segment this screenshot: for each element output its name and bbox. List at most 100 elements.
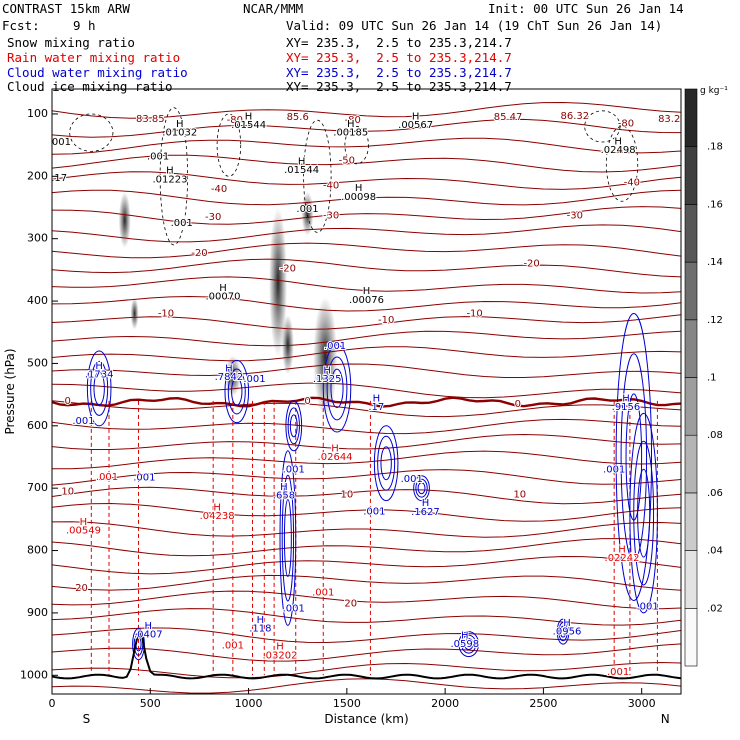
rain-contour-label: .001 xyxy=(96,472,118,483)
valid-time: Valid: 09 UTC Sun 26 Jan 14 (19 ChT Sun … xyxy=(286,18,663,33)
cloud-water-contour-line xyxy=(287,407,300,445)
isotherm-line xyxy=(52,189,681,206)
shaded-plume xyxy=(130,297,139,330)
snow-max-value: .01544 xyxy=(284,165,319,176)
cloud-water-contour-line xyxy=(322,344,352,433)
init-time: Init: 00 UTC Sun 26 Jan 14 xyxy=(488,1,684,16)
cloud-water-contour-line xyxy=(281,474,295,602)
cloud-water-contour-label: .001 xyxy=(603,464,625,475)
cloud-water-contour-line xyxy=(326,356,348,421)
isotherm-max-label: 85.47 xyxy=(494,112,523,123)
cloud-water-max-value: .7842 xyxy=(215,372,244,383)
colorbar-swatch xyxy=(684,319,698,378)
isotherm-line xyxy=(52,330,681,347)
cloud-water-contour-label: .001 xyxy=(133,473,155,484)
snow-contour-label: .117 xyxy=(45,173,67,184)
snow-max-marker: H xyxy=(355,183,363,194)
field-cloudwater-xy: XY= 235.3, 2.5 to 235.3,214.7 xyxy=(286,65,512,80)
y-axis-title: Pressure (hPa) xyxy=(3,348,17,434)
cloud-water-max-value: .1627 xyxy=(411,507,440,518)
cloud-water-contour-label: .001 xyxy=(243,374,265,385)
snow-contour-line xyxy=(69,113,114,152)
y-tick-label: 500 xyxy=(27,356,48,369)
y-tick-label: 400 xyxy=(27,294,48,307)
cloud-water-contour-line xyxy=(90,360,109,416)
freezing-level-line xyxy=(52,396,681,408)
colorbar-swatch xyxy=(684,550,698,609)
chart-title: CONTRAST 15km ARW xyxy=(2,1,130,16)
cloud-water-max-marker: H xyxy=(95,361,103,372)
shaded-plume xyxy=(281,314,294,375)
cloud-water-contour-line xyxy=(620,353,648,561)
field-rain-name: Rain water mixing ratio xyxy=(7,50,181,65)
cloud-water-max-value: .0956 xyxy=(553,627,582,638)
y-tick-label: 200 xyxy=(27,169,48,182)
field-rain-xy: XY= 235.3, 2.5 to 235.3,214.7 xyxy=(286,50,512,65)
cloud-water-max-marker: H xyxy=(422,498,430,509)
isotherm-line xyxy=(52,101,681,119)
cloud-water-contour-label: .001 xyxy=(401,474,423,485)
cloud-water-contour-line xyxy=(463,638,474,651)
isotherm-line xyxy=(52,450,681,470)
cloud-water-contour-line xyxy=(285,400,303,452)
y-tick-label: 600 xyxy=(27,419,48,432)
isotherm-line xyxy=(52,661,681,679)
isotherm-max-label: 85.6 xyxy=(287,112,309,123)
isotherm-label: -40 xyxy=(323,181,339,192)
isotherm-line xyxy=(52,118,681,138)
rain-contour-label: .001 xyxy=(607,667,629,678)
cloud-water-contour-line xyxy=(633,440,655,586)
x-end-label-s: S xyxy=(83,712,91,726)
snow-contour-label: .001 xyxy=(49,137,71,148)
isotherm-line xyxy=(52,555,681,575)
isotherm-max-label: 83.85 xyxy=(136,114,165,125)
cloud-water-max-value: .118 xyxy=(249,624,271,635)
cloud-water-contour-label: .001 xyxy=(283,604,305,615)
x-axis-title: Distance (km) xyxy=(324,712,408,726)
isotherm-line xyxy=(52,502,681,522)
y-tick-label: 1000 xyxy=(20,668,48,681)
isotherm-line xyxy=(52,295,681,312)
isotherm-label: 0 xyxy=(65,396,71,407)
snow-max-value: .01544 xyxy=(231,120,266,131)
cloud-water-contour-line xyxy=(373,425,399,502)
field-snow-name: Snow mixing ratio xyxy=(7,35,135,50)
rain-max-marker: H xyxy=(213,503,221,514)
isotherm-max-label: 86.32 xyxy=(561,111,590,122)
cloud-water-contour-label: .001 xyxy=(363,506,385,517)
cloud-water-max-marker: H xyxy=(461,630,469,641)
shaded-plume xyxy=(118,191,131,248)
colorbar-tick-label: .14 xyxy=(707,257,723,268)
rain-max-value: .02644 xyxy=(318,452,353,463)
isotherm-line xyxy=(52,643,681,662)
y-tick-label: 100 xyxy=(27,107,48,120)
field-cloudice-name: Cloud ice mixing ratio xyxy=(7,79,173,94)
isotherm-line xyxy=(52,382,681,399)
x-end-label-n: N xyxy=(661,712,670,726)
isotherm-label: 10 xyxy=(513,489,526,500)
isotherm-label: -30 xyxy=(205,212,221,223)
isotherm-label: 20 xyxy=(75,583,88,594)
plot-frame xyxy=(51,88,682,695)
snow-max-value: .00098 xyxy=(341,192,376,203)
cloud-water-contour-label: .001 xyxy=(72,416,94,427)
cloud-water-max-value: .1325 xyxy=(313,374,342,385)
rain-max-value: .02242 xyxy=(605,553,640,564)
colorbar-tick-label: .16 xyxy=(707,199,723,210)
isotherm-line xyxy=(52,242,681,259)
x-tick-label: 3000 xyxy=(628,697,656,710)
snow-max-value: .00076 xyxy=(349,295,384,306)
colorbar-tick-label: .18 xyxy=(707,142,723,153)
cloud-water-contour-line xyxy=(377,435,396,491)
cloud-water-max-value: .9156 xyxy=(612,402,641,413)
fcst-label: Fcst: xyxy=(2,18,40,33)
snow-contour-label: .001 xyxy=(296,204,318,215)
isotherm-line xyxy=(52,346,681,362)
cloud-water-contour-line xyxy=(224,359,250,424)
y-tick-label: 900 xyxy=(27,606,48,619)
isotherm-line xyxy=(52,137,681,155)
isotherm-line xyxy=(52,363,681,378)
snow-contour-line xyxy=(605,126,639,202)
isotherm-label: -10 xyxy=(378,315,394,326)
